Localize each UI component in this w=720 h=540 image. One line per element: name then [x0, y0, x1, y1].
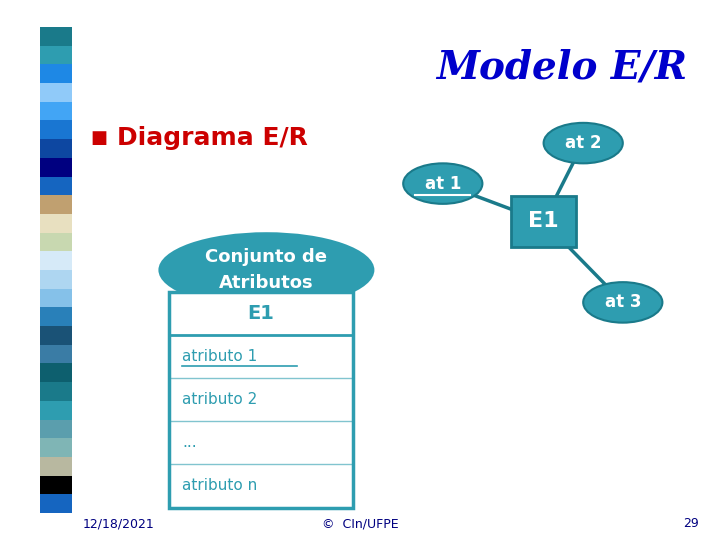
FancyBboxPatch shape — [511, 195, 576, 247]
Text: at 3: at 3 — [605, 293, 641, 312]
Text: Conjunto de
Atributos: Conjunto de Atributos — [205, 248, 328, 292]
FancyBboxPatch shape — [40, 345, 72, 363]
Text: atributo n: atributo n — [182, 478, 258, 494]
FancyBboxPatch shape — [40, 64, 72, 83]
Text: ©  CIn/UFPE: © CIn/UFPE — [322, 517, 398, 530]
FancyBboxPatch shape — [40, 102, 72, 120]
FancyBboxPatch shape — [40, 457, 72, 476]
FancyBboxPatch shape — [40, 177, 72, 195]
FancyBboxPatch shape — [40, 27, 72, 46]
FancyBboxPatch shape — [40, 233, 72, 251]
Text: ■: ■ — [90, 129, 107, 147]
FancyBboxPatch shape — [40, 46, 72, 64]
Text: 29: 29 — [683, 517, 698, 530]
FancyBboxPatch shape — [40, 289, 72, 307]
FancyBboxPatch shape — [40, 139, 72, 158]
Text: Diagrama E/R: Diagrama E/R — [117, 126, 307, 150]
Ellipse shape — [583, 282, 662, 322]
FancyBboxPatch shape — [40, 195, 72, 214]
FancyBboxPatch shape — [40, 438, 72, 457]
FancyBboxPatch shape — [40, 363, 72, 382]
FancyBboxPatch shape — [40, 83, 72, 102]
FancyBboxPatch shape — [40, 307, 72, 326]
Ellipse shape — [158, 232, 374, 308]
FancyBboxPatch shape — [40, 476, 72, 494]
FancyBboxPatch shape — [40, 401, 72, 420]
FancyBboxPatch shape — [40, 251, 72, 270]
FancyBboxPatch shape — [40, 494, 72, 513]
Text: atributo 1: atributo 1 — [182, 349, 258, 364]
FancyBboxPatch shape — [40, 382, 72, 401]
Text: E1: E1 — [248, 303, 274, 323]
Text: E1: E1 — [528, 211, 559, 232]
FancyBboxPatch shape — [40, 326, 72, 345]
FancyBboxPatch shape — [40, 270, 72, 289]
FancyBboxPatch shape — [40, 158, 72, 177]
FancyBboxPatch shape — [40, 420, 72, 438]
Text: 12/18/2021: 12/18/2021 — [83, 517, 155, 530]
Text: ...: ... — [182, 435, 197, 450]
Ellipse shape — [403, 163, 482, 204]
FancyBboxPatch shape — [40, 120, 72, 139]
Text: at 2: at 2 — [565, 134, 601, 152]
FancyBboxPatch shape — [40, 214, 72, 233]
Text: Modelo E/R: Modelo E/R — [436, 49, 688, 86]
Text: at 1: at 1 — [425, 174, 461, 193]
FancyBboxPatch shape — [169, 292, 353, 508]
Ellipse shape — [544, 123, 623, 163]
Text: atributo 2: atributo 2 — [182, 392, 258, 407]
